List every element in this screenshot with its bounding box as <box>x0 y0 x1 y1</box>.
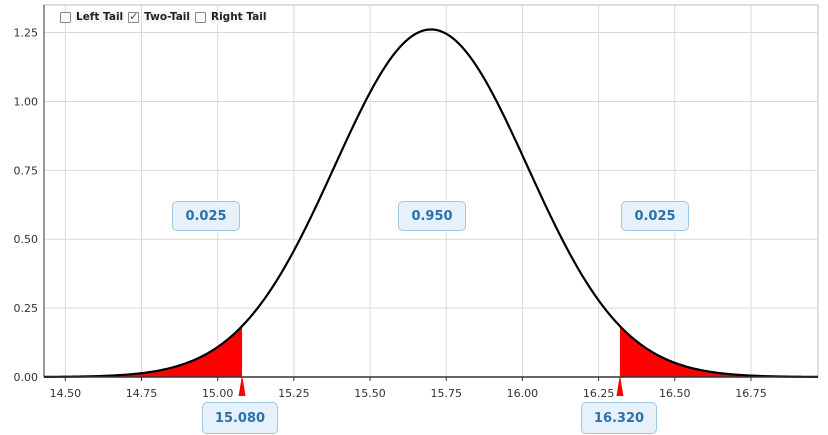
center-probability: 0.950 <box>398 201 466 231</box>
x-tick-label: 15.50 <box>354 387 386 400</box>
y-tick-label: 0.25 <box>14 302 39 315</box>
y-tick-label: 0.50 <box>14 233 39 246</box>
x-tick-label: 16.75 <box>735 387 767 400</box>
right-tail-label: Right Tail <box>210 11 268 23</box>
density-curve <box>43 28 819 378</box>
two-tail-label: Two-Tail <box>143 11 191 23</box>
right-tail-checkbox[interactable] <box>195 11 206 23</box>
x-tick-label: 16.25 <box>583 387 615 400</box>
upper-critical-value[interactable]: 16.320 <box>581 402 657 434</box>
x-tick-label: 14.50 <box>50 387 82 400</box>
x-tick-label: 15.75 <box>430 387 462 400</box>
right-tail-probability: 0.025 <box>621 201 689 231</box>
y-tick-label: 0.75 <box>14 164 39 177</box>
x-tick-label: 15.00 <box>202 387 234 400</box>
y-tick-label: 1.25 <box>14 27 39 40</box>
x-tick-label: 16.00 <box>507 387 539 400</box>
left-tail-checkbox[interactable] <box>60 11 71 23</box>
x-tick-label: 16.50 <box>659 387 691 400</box>
left-tail-option[interactable]: Left Tail <box>60 11 125 23</box>
right-tail-option[interactable]: Right Tail <box>195 11 268 23</box>
y-tick-label: 0.00 <box>14 371 39 384</box>
y-tick-label: 1.00 <box>14 95 39 108</box>
upper-critical-marker <box>616 375 624 396</box>
left-tail-label: Left Tail <box>75 11 125 23</box>
lower-critical-marker <box>238 375 246 396</box>
left-tail-probability: 0.025 <box>172 201 240 231</box>
two-tail-option[interactable]: Two-Tail <box>128 10 191 23</box>
x-tick-label: 15.25 <box>278 387 310 400</box>
right-tail-area <box>619 326 818 377</box>
x-tick-label: 14.75 <box>126 387 158 400</box>
left-tail-area <box>44 326 243 377</box>
two-tail-checkbox[interactable] <box>128 10 140 23</box>
tail-selector: Left Tail Two-Tail Right Tail <box>60 10 271 23</box>
lower-critical-value[interactable]: 15.080 <box>202 402 278 434</box>
plot-frame <box>43 4 819 378</box>
